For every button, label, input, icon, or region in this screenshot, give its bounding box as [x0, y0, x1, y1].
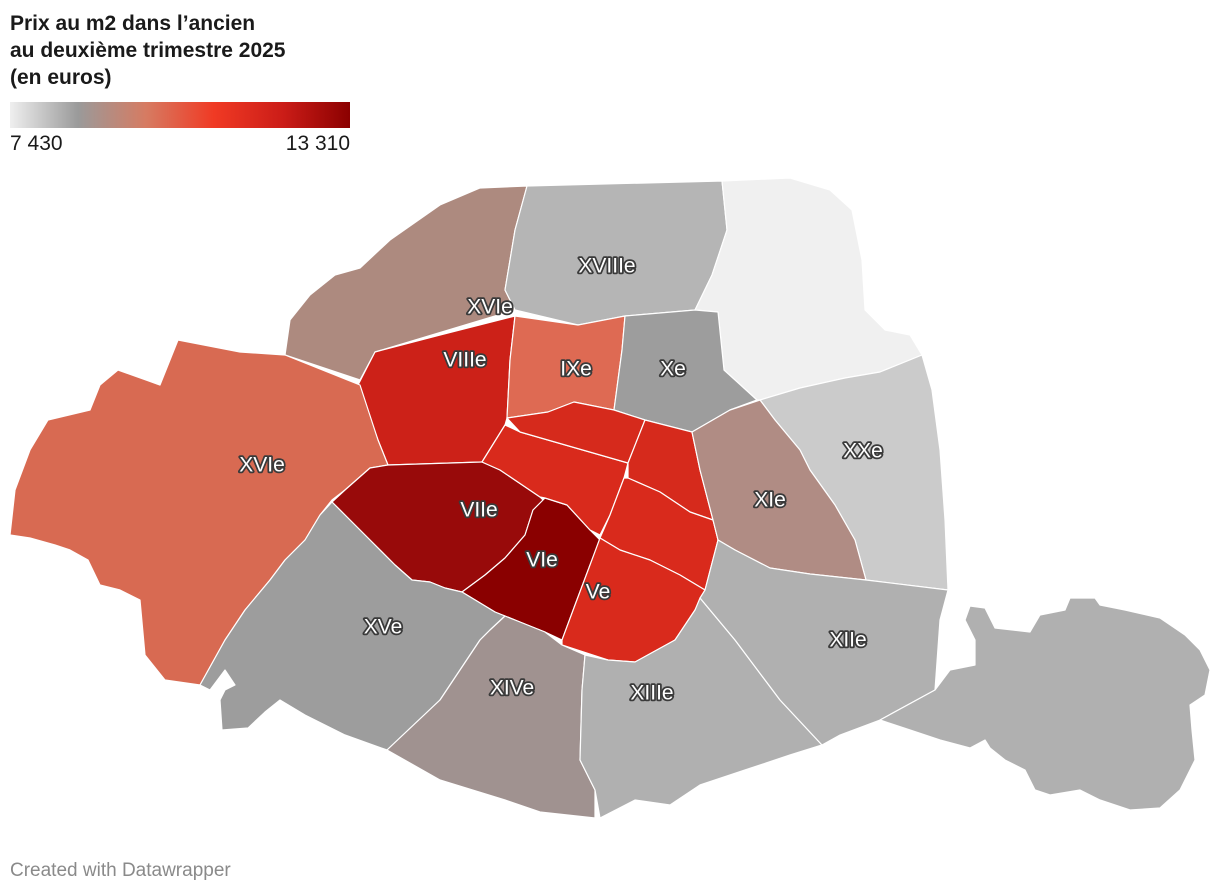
label-v: Ve — [586, 581, 611, 604]
district-xi[interactable] — [691, 399, 867, 581]
label-xviii: XVIIIe — [578, 255, 635, 278]
legend-min-label: 7 430 — [10, 132, 63, 155]
district-xviii[interactable] — [504, 180, 728, 326]
map-title: Prix au m2 dans l’ancien au deuxième tri… — [10, 10, 430, 91]
district-xii[interactable] — [699, 539, 949, 746]
label-x: Xe — [660, 358, 686, 381]
label-xi: XIe — [754, 489, 786, 512]
label-xiv: XIVe — [490, 677, 534, 700]
district-xiv[interactable] — [386, 615, 596, 819]
label-xvii: XVIe — [467, 296, 513, 319]
label-xv: XVe — [364, 616, 403, 639]
label-xvi: XVIe — [239, 454, 285, 477]
district-ii[interactable] — [506, 401, 646, 464]
label-vi: VIe — [526, 549, 558, 572]
label-vii: VIIe — [460, 499, 497, 522]
label-viii: VIIIe — [443, 349, 486, 372]
district-xiii[interactable] — [579, 597, 823, 819]
title-line-2: au deuxième trimestre 2025 — [10, 39, 286, 62]
label-xiii: XIIIe — [630, 682, 673, 705]
district-xvii[interactable] — [284, 185, 528, 381]
color-legend-bar — [10, 102, 350, 128]
label-xii: XIIe — [829, 629, 866, 652]
district-xix[interactable] — [694, 177, 923, 401]
title-line-1: Prix au m2 dans l’ancien — [10, 12, 256, 35]
district-xv[interactable] — [199, 501, 506, 751]
label-ix: IXe — [560, 358, 592, 381]
district-bois-de-vincennes[interactable] — [879, 597, 1211, 811]
legend-max-label: 13 310 — [285, 132, 350, 155]
label-xx: XXe — [843, 440, 883, 463]
datawrapper-credit: Created with Datawrapper — [10, 860, 231, 881]
title-line-3: (en euros) — [10, 66, 112, 89]
